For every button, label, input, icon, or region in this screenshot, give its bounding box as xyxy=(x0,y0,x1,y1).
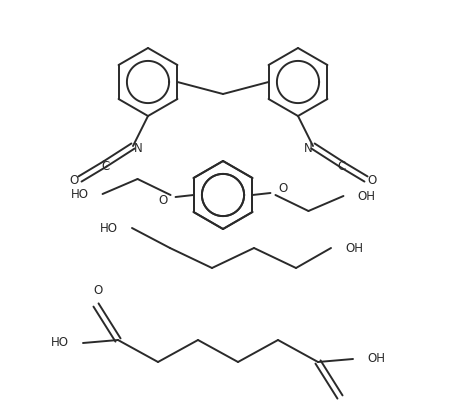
Text: OH: OH xyxy=(367,352,385,365)
Text: OH: OH xyxy=(345,241,363,254)
Text: O: O xyxy=(94,284,103,297)
Text: HO: HO xyxy=(70,188,89,200)
Text: HO: HO xyxy=(100,222,118,234)
Text: OH: OH xyxy=(357,190,375,202)
Text: O: O xyxy=(367,175,377,188)
Text: O: O xyxy=(69,175,79,188)
Text: O: O xyxy=(158,194,168,207)
Text: N: N xyxy=(304,143,312,156)
Text: HO: HO xyxy=(51,337,69,350)
Text: C: C xyxy=(101,160,109,173)
Text: N: N xyxy=(133,143,143,156)
Text: C: C xyxy=(337,160,345,173)
Text: O: O xyxy=(278,183,288,196)
